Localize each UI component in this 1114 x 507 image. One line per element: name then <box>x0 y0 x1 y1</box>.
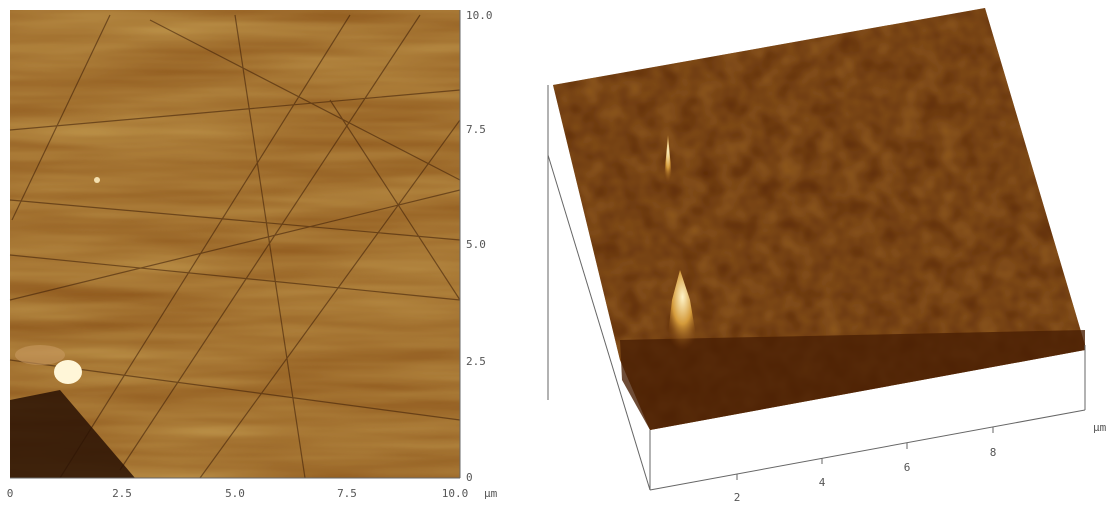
y-tick-label: 7.5 <box>466 123 486 136</box>
y-tick-label: 5.0 <box>466 238 486 251</box>
x-tick-label: 0 <box>7 487 14 500</box>
unit-label: μm <box>1093 421 1107 434</box>
x-tick-label: 10.0 <box>442 487 469 500</box>
y-tick-label: 0 <box>466 471 473 484</box>
x-tick-label: 2 <box>734 491 741 504</box>
unit-label: μm <box>484 487 498 500</box>
y-tick-label: 10.0 <box>466 9 493 22</box>
x-tick-label: 5.0 <box>225 487 245 500</box>
y-tick-label: 2.5 <box>466 355 486 368</box>
left-axes: 0 2.5 5.0 7.5 10.0 μm 10.0 7.5 5.0 2.5 0 <box>7 9 498 500</box>
afm-3d-render <box>553 8 1085 430</box>
x-tick-label: 8 <box>990 446 997 459</box>
x-tick-label: 4 <box>819 476 826 489</box>
x-tick-label: 2.5 <box>112 487 132 500</box>
right-axes: 2 4 6 8 μm <box>547 85 1107 504</box>
x-tick-label: 7.5 <box>337 487 357 500</box>
x-tick-label: 6 <box>904 461 911 474</box>
afm-2d-image <box>9 10 461 479</box>
